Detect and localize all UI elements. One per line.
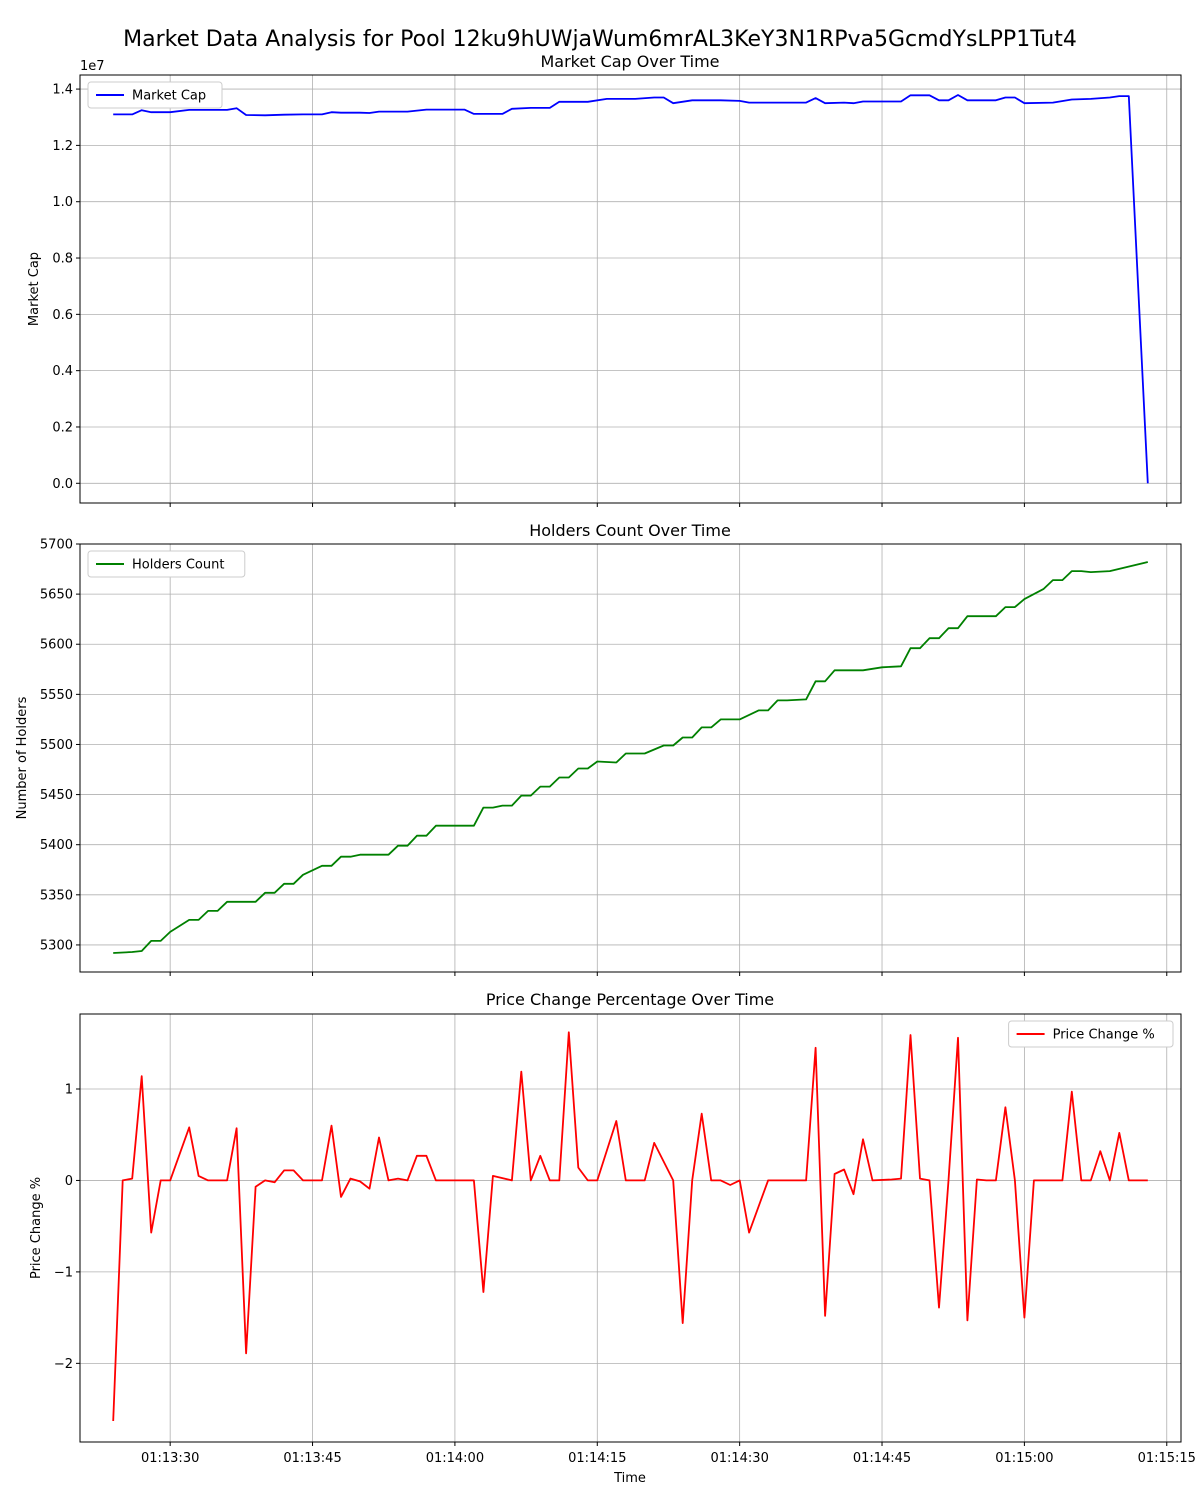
y-tick-label: 5450	[40, 788, 73, 803]
legend-label-market-cap: Market Cap	[132, 89, 206, 104]
y-tick-label: 1.4	[52, 83, 73, 98]
x-ticks-holders	[169, 972, 1168, 976]
y-axis-label-holders: Number of Holders	[15, 696, 30, 819]
y-tick-label: 0.0	[52, 477, 73, 492]
y-tick-label: 5600	[40, 638, 73, 653]
series-line	[112, 1031, 1148, 1422]
axes-frame-price-change	[79, 1013, 1182, 1443]
series-market-cap	[113, 94, 1149, 484]
series-holders	[113, 561, 1149, 954]
y-axis-label-market-cap: Market Cap	[27, 252, 42, 326]
x-tick-label: 01:13:45	[283, 1451, 341, 1466]
figure-title: Market Data Analysis for Pool 12ku9hUWja…	[123, 27, 1077, 52]
y-tick-label: 0.8	[52, 252, 73, 267]
legend-box	[1008, 1020, 1174, 1048]
legend-label-holders: Holders Count	[132, 558, 224, 573]
panel-title-market-cap: Market Cap Over Time	[540, 52, 719, 71]
x-ticks-market-cap	[169, 503, 1168, 507]
y-tick-label: 5400	[40, 838, 73, 853]
legend-market-cap: Market Cap	[87, 81, 223, 109]
x-tick-label: 01:15:15	[1138, 1451, 1196, 1466]
y-ticks-holders: 5300 5350 5400 5450 5500 5550 5600 5650 5700	[40, 538, 80, 953]
y-tick-label: 1.0	[52, 195, 73, 210]
series-price-change	[112, 1031, 1148, 1422]
legend-box	[87, 81, 223, 109]
y-tick-label: 1	[65, 1082, 73, 1097]
x-axis-label: Time	[613, 1471, 646, 1486]
panel-title-holders: Holders Count Over Time	[529, 521, 731, 540]
y-tick-label: −2	[54, 1357, 73, 1372]
y-axis-label-price-change: Price Change %	[29, 1177, 44, 1279]
axes-frame-market-cap	[79, 74, 1182, 504]
y-tick-label: 5700	[40, 538, 73, 553]
legend-label-price-change: Price Change %	[1053, 1028, 1155, 1043]
y-tick-label: 0	[65, 1174, 73, 1189]
grid-price-change	[80, 1014, 1181, 1442]
y-tick-label: 5350	[40, 888, 73, 903]
y-offset-text: 1e7	[80, 59, 105, 74]
y-tick-label: 0.2	[52, 420, 73, 435]
axes-frame-holders	[79, 543, 1182, 973]
panel-market-cap: Market Cap Over Time 1e7 Market Cap 0.00…	[27, 52, 1182, 507]
legend-price-change: Price Change %	[1008, 1020, 1174, 1048]
y-ticks-price-change: −2 −1 0 1	[54, 1082, 80, 1372]
y-tick-label: 0.4	[52, 364, 73, 379]
y-tick-label: 1.2	[52, 139, 73, 154]
x-tick-label: 01:15:00	[995, 1451, 1053, 1466]
grid-market-cap	[80, 75, 1181, 503]
panel-title-price-change: Price Change Percentage Over Time	[486, 990, 774, 1009]
y-tick-label: 5500	[40, 738, 73, 753]
x-tick-label: 01:14:00	[426, 1451, 484, 1466]
x-tick-label: 01:13:30	[141, 1451, 199, 1466]
x-ticks-price-change: 01:13:30 01:13:45 01:14:00 01:14:15 01:14:30…	[141, 1442, 1196, 1466]
panel-price-change: Price Change Percentage Over Time Price …	[29, 990, 1196, 1466]
y-tick-label: 5550	[40, 688, 73, 703]
x-tick-label: 01:14:30	[710, 1451, 768, 1466]
y-tick-label: −1	[54, 1265, 73, 1280]
legend-box	[87, 550, 246, 578]
x-tick-label: 01:14:45	[853, 1451, 911, 1466]
y-tick-label: 5300	[40, 938, 73, 953]
x-tick-label: 01:14:15	[568, 1451, 626, 1466]
panel-holders: Holders Count Over Time Number of Holder…	[15, 521, 1182, 976]
series-line	[113, 94, 1149, 484]
legend-holders: Holders Count	[87, 550, 246, 578]
series-line	[113, 561, 1149, 954]
y-tick-label: 0.6	[52, 308, 73, 323]
y-ticks-market-cap: 0.0 0.2 0.4 0.6 0.8 1.0 1.2 1.4	[52, 83, 80, 492]
y-tick-label: 5650	[40, 588, 73, 603]
